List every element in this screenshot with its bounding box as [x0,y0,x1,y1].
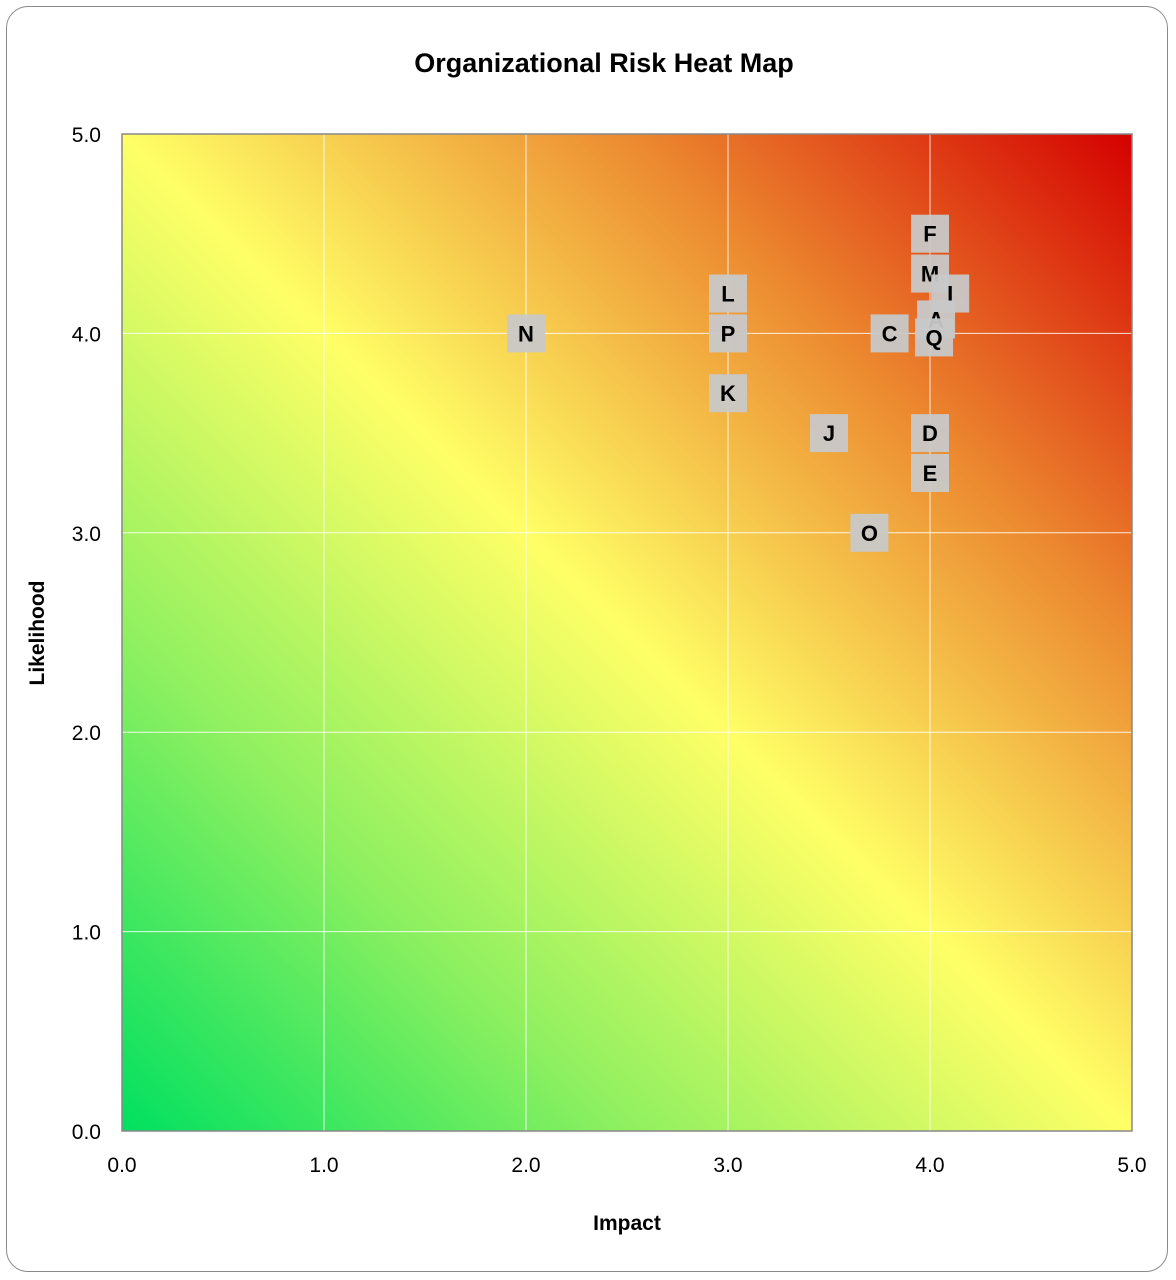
point-label: L [721,282,734,307]
risk-point-c: C [870,314,909,353]
point-label: O [861,521,878,546]
x-tick-label: 4.0 [915,1154,944,1177]
point-label-box [911,453,949,492]
risk-point-e: E [911,453,949,492]
point-label: Q [925,325,942,350]
risk-point-k: K [709,374,747,413]
risk-point-o: O [850,513,889,552]
y-tick-label: 0.0 [72,1121,101,1144]
risk-point-p: P [709,314,747,353]
point-label-box [709,314,747,353]
x-tick-label: 3.0 [713,1154,742,1177]
point-label-box [911,414,949,453]
plot-area [122,134,1132,1131]
point-label: E [923,461,938,486]
point-label-box [915,318,954,357]
x-tick-label: 0.0 [107,1154,136,1177]
point-label: F [923,222,936,247]
risk-point-l: L [709,274,747,313]
risk-point-d: D [911,414,949,453]
point-label: N [518,321,534,346]
point-label: I [947,282,953,307]
point-label-box [911,214,949,253]
point-label-box [870,314,909,353]
x-tick-label: 2.0 [511,1154,540,1177]
tick-labels: 0.0 1.0 2.0 3.0 4.0 5.0 0.0 1.0 2.0 3.0 4.0 5.0 [72,124,1147,1177]
x-tick-label: 1.0 [309,1154,338,1177]
y-tick-label: 3.0 [72,523,101,546]
point-label-box [850,513,889,552]
point-label: P [721,321,736,346]
point-label-box [709,374,747,413]
plot-border [121,133,1133,1132]
risk-point-j: J [810,414,848,453]
x-tick-label: 5.0 [1117,1154,1146,1177]
chart-title: Organizational Risk Heat Map [414,48,794,78]
x-axis-title: Impact [593,1212,661,1235]
point-label: C [882,321,898,346]
grid-lines [122,134,1132,1131]
point-label-box [507,314,545,353]
y-tick-label: 4.0 [72,323,101,346]
risk-point-q: Q [915,318,954,357]
y-axis-title: Likelihood [26,581,49,686]
data-points: NLPKJOCFMIAQDE [507,214,970,552]
point-label: K [720,381,736,406]
point-label: D [922,421,938,446]
y-tick-label: 1.0 [72,922,101,945]
y-tick-label: 5.0 [72,124,101,147]
risk-point-n: N [507,314,545,353]
point-label-box [810,414,848,453]
point-label-box [709,274,747,313]
point-label: J [823,421,835,446]
y-tick-label: 2.0 [72,722,101,745]
risk-point-f: F [911,214,949,253]
